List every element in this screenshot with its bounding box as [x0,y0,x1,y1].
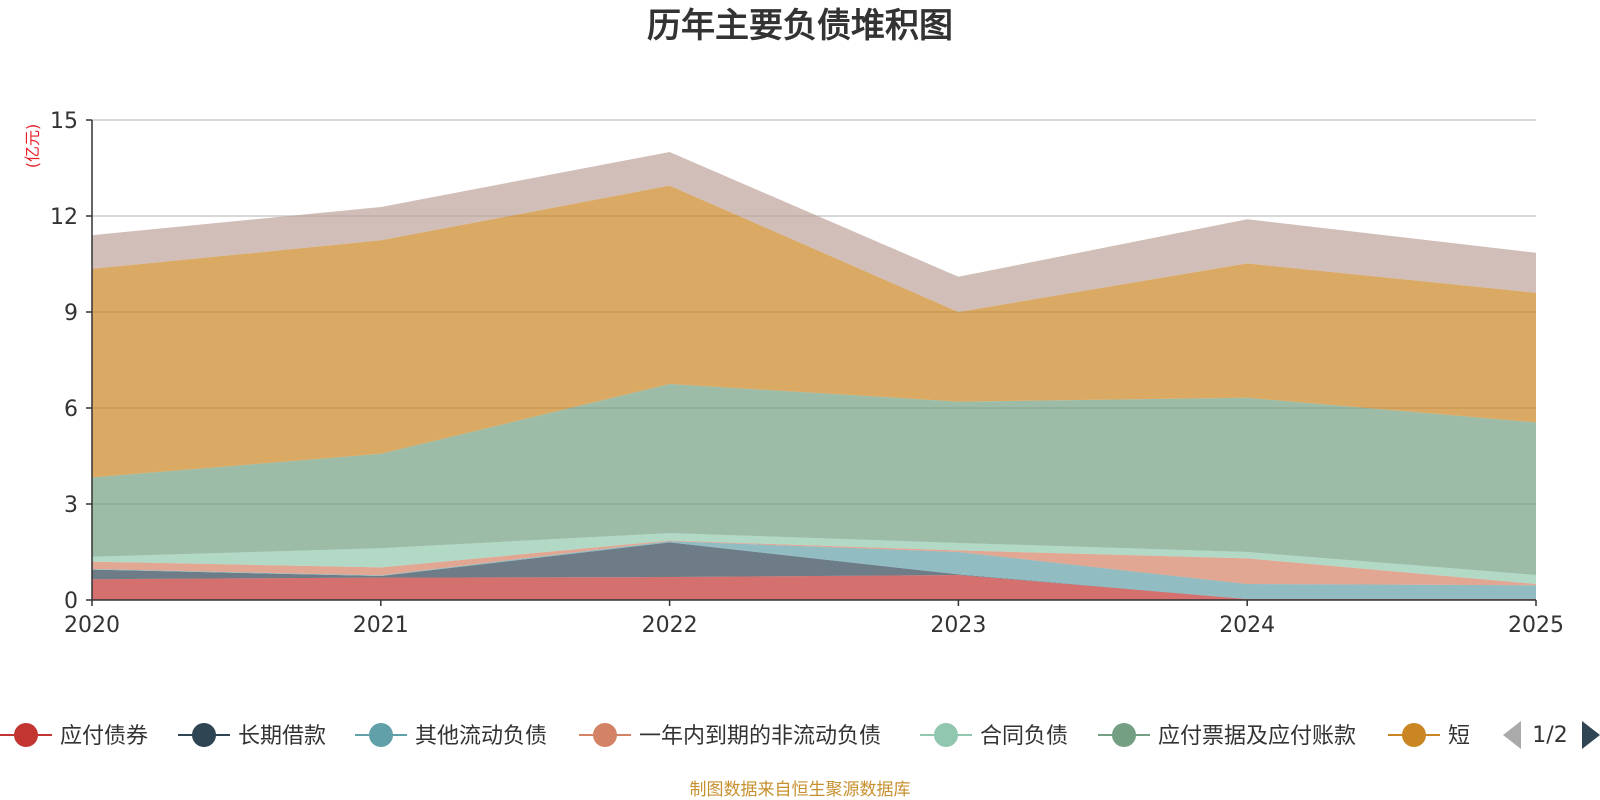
source-note: 制图数据来自恒生聚源数据库 [690,780,911,800]
x-tick-label: 2023 [930,613,986,638]
legend-prev-page-icon[interactable] [1503,721,1521,749]
legend-item[interactable]: 合同负债 [920,723,1068,749]
legend-pager: 1/2 [1503,721,1600,749]
legend-label: 应付票据及应付账款 [1158,724,1356,749]
legend-label: 其他流动负债 [415,724,547,749]
legend-item[interactable]: 应付票据及应付账款 [1098,723,1356,749]
x-tick-label: 2020 [64,613,120,638]
y-tick-label: 0 [64,589,78,614]
y-axis-unit-label: (亿元) [23,124,42,169]
legend-item[interactable]: 应付债券 [0,723,148,749]
area-一年内到期的非流动负债[interactable] [92,540,1536,586]
area-短期借款[interactable] [92,185,1536,478]
y-tick-label: 15 [50,109,78,134]
chart-title: 历年主要负债堆积图 [647,6,953,46]
legend-label: 一年内到期的非流动负债 [639,724,881,749]
area-其他流动负债[interactable] [92,541,1536,599]
legend-marker [1112,723,1136,747]
area-其他[interactable] [92,152,1536,312]
x-tick-label: 2022 [642,613,698,638]
legend-item[interactable]: 长期借款 [178,723,326,749]
legend-marker [934,723,958,747]
area-合同负债[interactable] [92,533,1536,584]
y-tick-label: 9 [64,301,78,326]
legend-next-page-icon[interactable] [1582,721,1600,749]
legend-item[interactable]: 其他流动负债 [355,723,547,749]
legend-page-indicator: 1/2 [1532,723,1567,748]
legend-label: 应付债券 [60,724,148,749]
legend-marker [593,723,617,747]
legend[interactable]: 应付债券 长期借款 其他流动负债 一年内到期的非流动负债 合同负债 应付票据及应付账款 短 [0,723,1470,749]
area-长期借款[interactable] [92,542,1536,599]
legend-label: 合同负债 [980,724,1068,749]
x-axis-ticks: 2020 2021 2022 2023 2024 2025 [64,600,1564,638]
axes [91,120,1536,601]
y-tick-label: 3 [64,493,78,518]
legend-marker [14,723,38,747]
area-应付票据及应付账款[interactable] [92,384,1536,575]
y-axis-ticks: 0 3 6 9 12 15 [50,109,92,614]
y-tick-label: 6 [64,397,78,422]
legend-label: 短 [1448,724,1470,749]
legend-label: 长期借款 [238,724,326,749]
legend-item[interactable]: 一年内到期的非流动负债 [579,723,881,749]
area-应付债券[interactable] [92,575,1536,600]
legend-item[interactable]: 短 [1388,723,1470,749]
area-series-group [92,152,1536,600]
x-tick-label: 2025 [1508,613,1564,638]
x-tick-label: 2021 [353,613,409,638]
legend-marker [1402,723,1426,747]
legend-marker [369,723,393,747]
x-tick-label: 2024 [1219,613,1275,638]
y-tick-label: 12 [50,205,78,230]
legend-marker [192,723,216,747]
